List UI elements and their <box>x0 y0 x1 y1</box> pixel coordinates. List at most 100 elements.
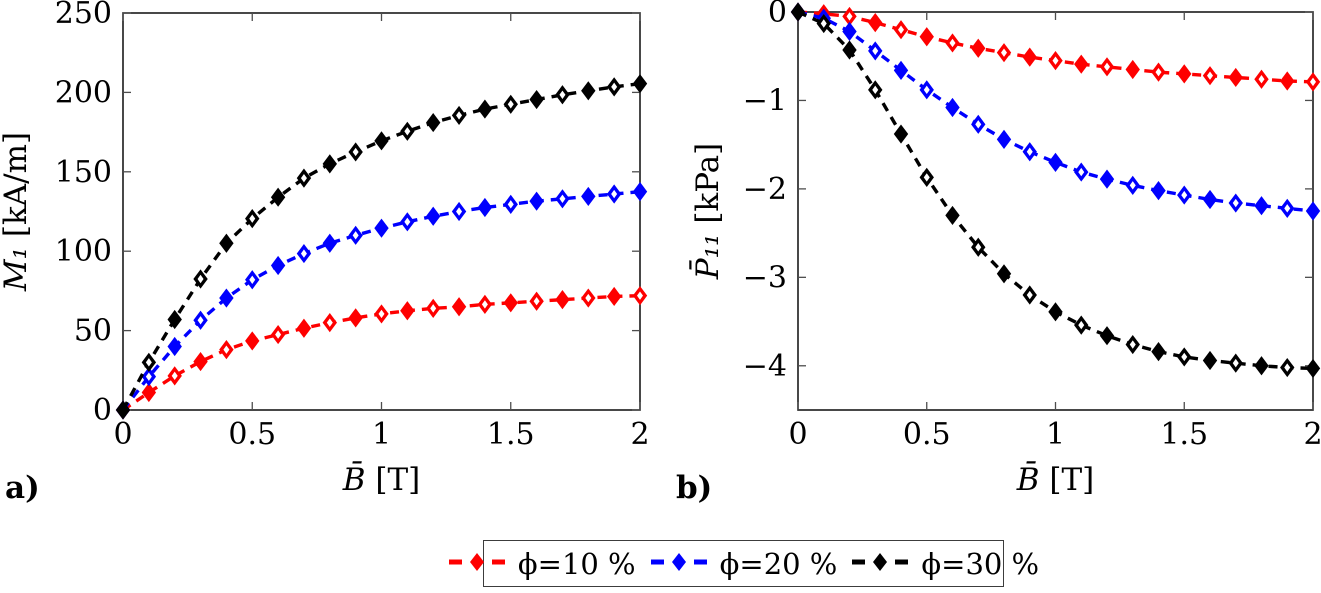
marker-b-0 <box>1228 67 1243 88</box>
marker-center-a-0 <box>171 371 178 381</box>
marker-b-1 <box>996 129 1012 149</box>
legend-marker-glyph <box>852 552 909 571</box>
marker-center-b-2 <box>872 85 879 95</box>
marker-center-a-0 <box>481 300 488 309</box>
marker-center-b-2 <box>923 173 930 182</box>
legend-entry-phi-20: ϕ=20 % <box>650 546 838 581</box>
marker-center-a-1 <box>352 231 359 240</box>
marker-a-1 <box>322 233 337 253</box>
marker-a-1 <box>477 197 493 218</box>
marker-b-2 <box>996 264 1012 284</box>
marker-center-a-0 <box>637 291 643 300</box>
marker-a-1 <box>529 191 544 211</box>
y-axis-label-a: M̄₁ [kA/m] <box>0 132 34 292</box>
marker-center-a-2 <box>611 82 618 92</box>
plot-border-a <box>122 12 641 411</box>
marker-a-2 <box>219 233 234 253</box>
marker-b-0 <box>1177 64 1192 84</box>
marker-a-1 <box>374 218 389 238</box>
marker-center-b-1 <box>872 46 879 56</box>
marker-center-b-2 <box>1026 290 1033 300</box>
marker-center-a-1 <box>249 275 256 284</box>
marker-b-2 <box>1099 326 1115 346</box>
marker-center-b-0 <box>1155 67 1162 77</box>
y-tick-label-a: 50 <box>74 314 112 349</box>
marker-a-0 <box>245 331 260 351</box>
series-a-1 <box>115 182 648 420</box>
marker-b-1 <box>1099 169 1115 189</box>
chart-a-canvas: 0 0.5 1 1.5 2 0 50 100 150 200 250 B̄ [T] M̄₁ [kA/m] <box>0 0 650 498</box>
marker-center-b-1 <box>1284 204 1291 213</box>
marker-center-b-2 <box>1232 358 1239 368</box>
marker-center-a-0 <box>585 293 592 303</box>
marker-center-a-1 <box>456 207 463 216</box>
marker-a-0 <box>503 293 518 313</box>
legend-label-phi-10: ϕ=10 % <box>517 546 636 581</box>
marker-b-2 <box>1254 356 1269 376</box>
marker-a-2 <box>529 89 544 110</box>
x-tick-label-b: 1.5 <box>1160 417 1208 452</box>
marker-b-1 <box>945 97 960 118</box>
legend: ϕ=10 % ϕ=20 % ϕ=30 % <box>448 540 1039 587</box>
marker-center-a-0 <box>223 345 230 354</box>
marker-b-2 <box>1202 350 1218 371</box>
y-tick-label-b: −3 <box>743 260 787 295</box>
marker-center-b-2 <box>1129 340 1136 349</box>
marker-a-2 <box>374 131 389 151</box>
marker-center-b-0 <box>949 38 956 48</box>
x-tick-label-b: 1 <box>1046 417 1065 452</box>
marker-center-a-1 <box>404 217 411 227</box>
marker-center-b-0 <box>1310 77 1316 87</box>
marker-b-2 <box>945 205 960 226</box>
marker-b-0 <box>868 13 883 33</box>
marker-center-a-2 <box>507 100 514 109</box>
marker-b-1 <box>893 60 909 80</box>
marker-a-0 <box>296 318 312 338</box>
x-tick-label-b: 0.5 <box>903 417 951 452</box>
marker-a-1 <box>581 186 596 207</box>
marker-center-a-0 <box>326 318 333 327</box>
x-axis-label-a: B̄ [T] <box>342 460 421 498</box>
marker-b-1 <box>1254 196 1269 216</box>
marker-b-2 <box>1305 358 1321 379</box>
marker-center-a-1 <box>145 372 152 381</box>
marker-a-0 <box>606 286 622 307</box>
marker-a-0 <box>555 290 570 310</box>
marker-center-a-1 <box>197 316 204 325</box>
marker-a-1 <box>426 206 441 226</box>
marker-a-2 <box>322 154 337 174</box>
marker-b-1 <box>1151 181 1166 201</box>
legend-marker-phi-10-icon <box>448 552 510 576</box>
y-tick-label-b: −1 <box>743 83 787 118</box>
marker-center-b-0 <box>846 12 853 21</box>
marker-center-a-2 <box>352 147 359 157</box>
legend-marker-phi-30-icon <box>851 552 913 576</box>
legend-entry-phi-30: ϕ=30 % <box>851 547 1039 581</box>
marker-b-2 <box>842 40 857 60</box>
legend-marker-glyph <box>650 552 707 571</box>
marker-center-b-2 <box>820 19 827 28</box>
marker-center-b-0 <box>1052 56 1059 65</box>
marker-b-1 <box>842 21 857 42</box>
marker-a-0 <box>193 351 208 372</box>
marker-center-b-1 <box>923 85 930 95</box>
marker-a-1 <box>632 182 648 202</box>
marker-b-2 <box>1048 302 1063 322</box>
marker-center-b-0 <box>1207 71 1213 80</box>
marker-center-a-2 <box>197 274 204 284</box>
marker-center-a-2 <box>300 173 307 183</box>
marker-b-0 <box>1280 71 1295 91</box>
marker-a-2 <box>270 187 286 207</box>
marker-center-b-2 <box>1181 352 1188 362</box>
y-tick-label-a: 0 <box>93 393 112 428</box>
marker-a-2 <box>581 81 596 101</box>
y-tick-label-b: −2 <box>743 172 787 207</box>
marker-a-1 <box>167 336 182 357</box>
legend-label-phi-20: ϕ=20 % <box>719 546 838 581</box>
marker-center-b-0 <box>1258 75 1265 84</box>
legend-label-phi-30: ϕ=30 % <box>921 546 1040 581</box>
marker-center-a-2 <box>249 214 256 223</box>
marker-center-a-1 <box>559 194 566 203</box>
series-b-1 <box>790 2 1321 221</box>
